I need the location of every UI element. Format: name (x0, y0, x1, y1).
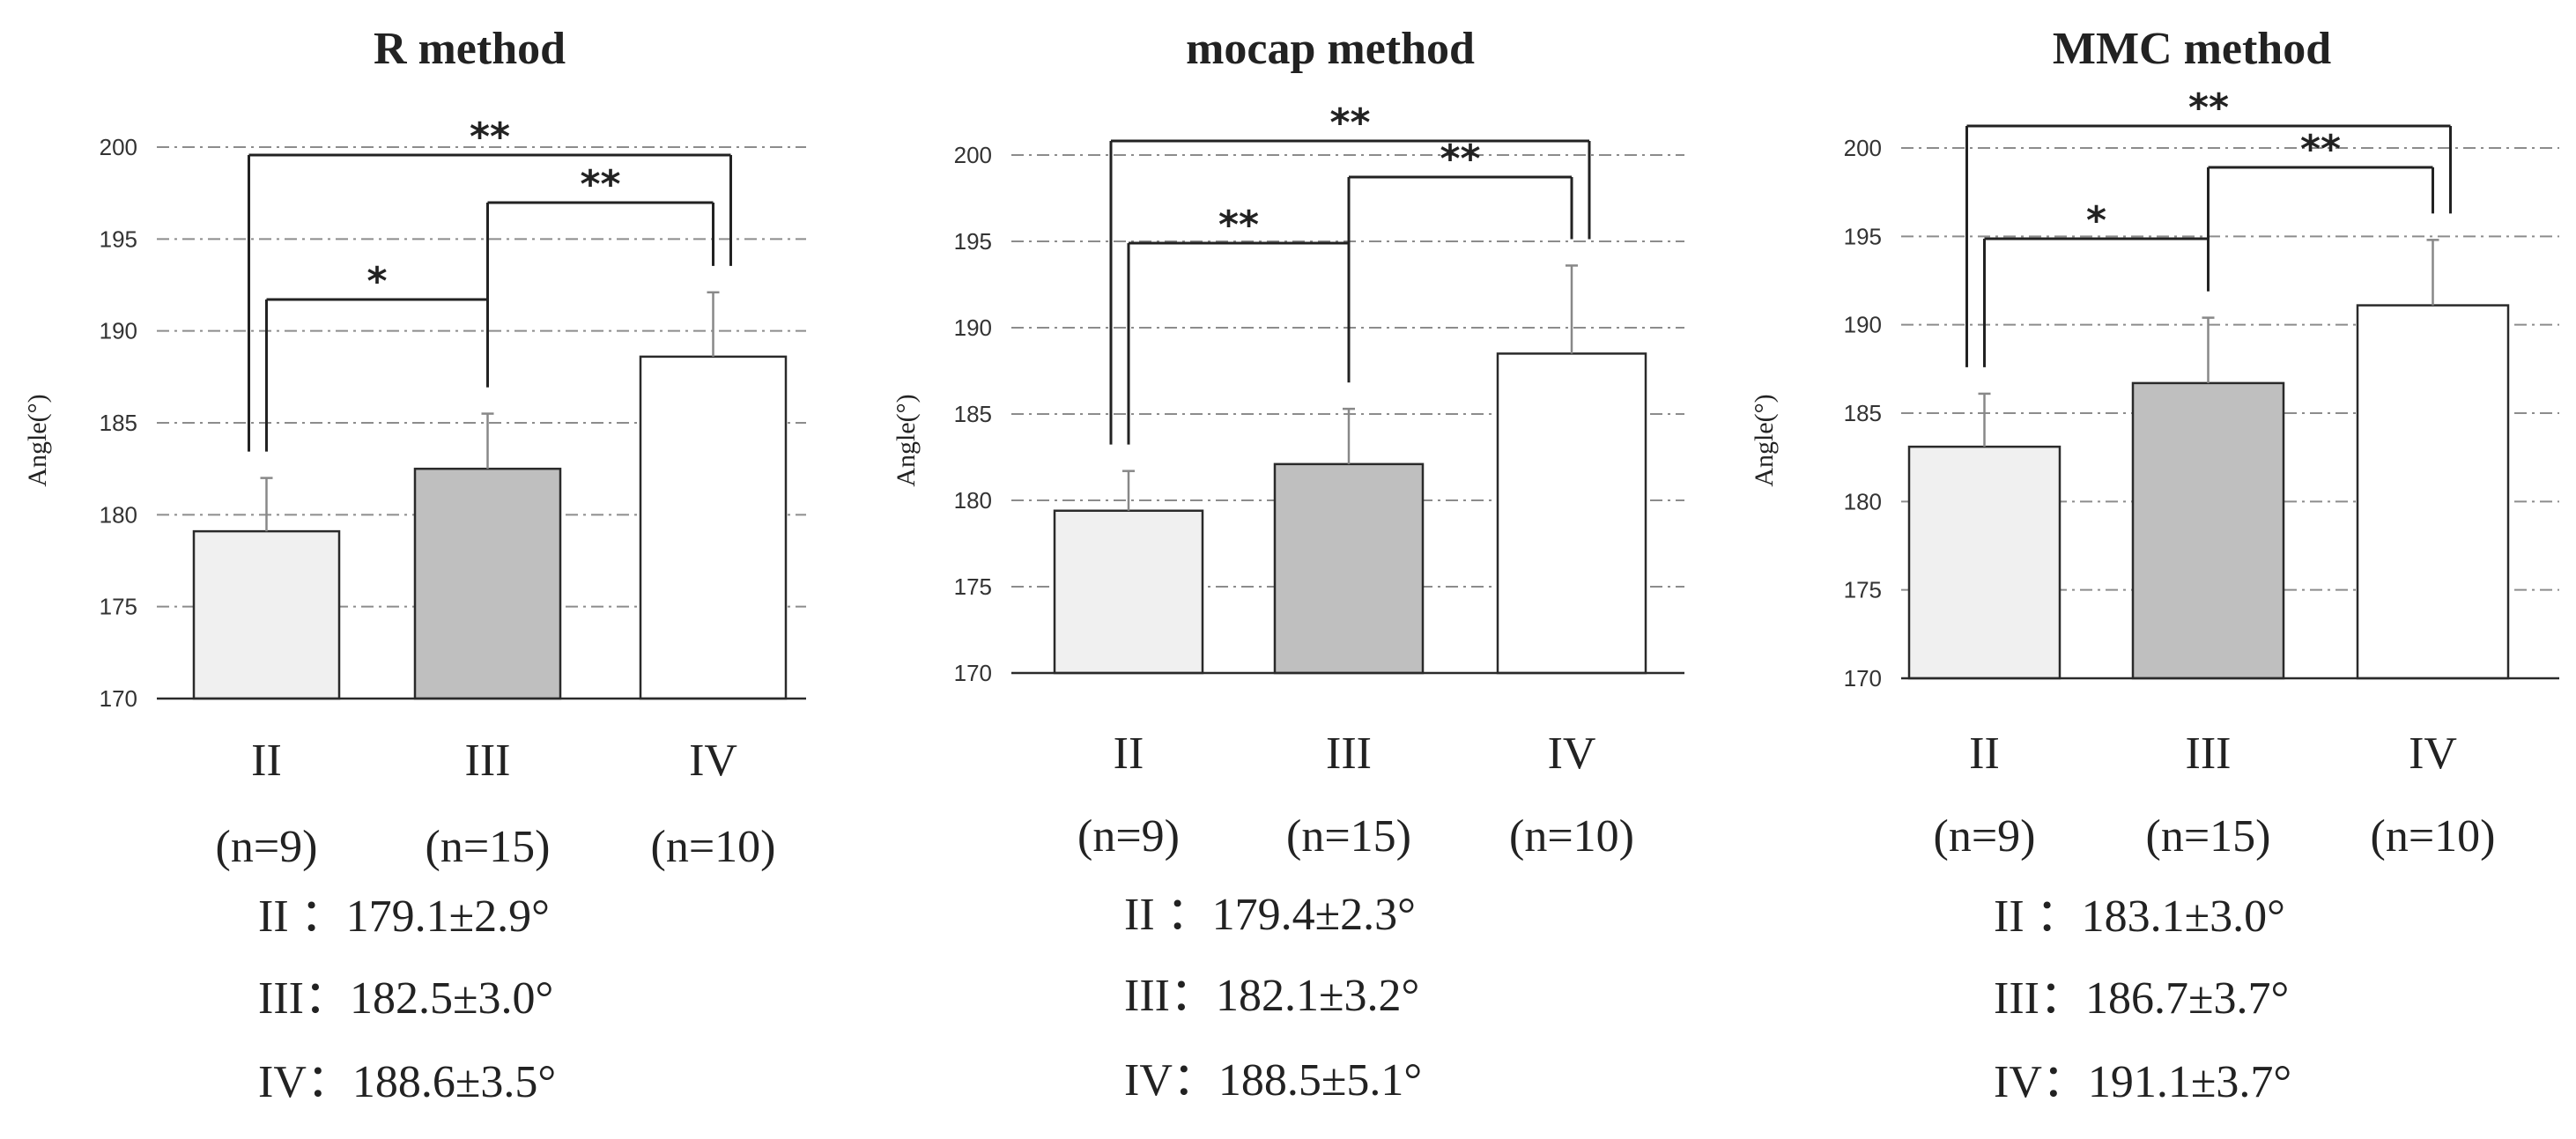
n-label: (n=15) (1286, 811, 1411, 862)
y-tick-label: 200 (100, 134, 137, 160)
bar (2131, 381, 2285, 680)
category-label: II (251, 736, 282, 786)
summary-stat: IV：188.5±5.1° (1124, 1055, 1422, 1106)
bar (413, 467, 562, 700)
chart-panel: MMC method Angle(°) 170 175 180 185 190 195 200 I… (1750, 24, 2559, 1107)
significance-marker: ** (1440, 137, 1480, 181)
y-tick-label: 175 (1844, 577, 1882, 603)
bar (1907, 445, 2062, 680)
n-label: (n=10) (651, 822, 776, 872)
summary-stat: II ：179.4±2.3° (1124, 890, 1416, 940)
n-label: (n=15) (426, 822, 551, 872)
summary-stat: III：182.5±3.0° (258, 973, 553, 1024)
y-tick-label: 190 (1844, 312, 1882, 338)
chart-panel: R method Angle(°) 170 175 180 185 190 195 200 II (… (23, 24, 806, 1107)
y-tick-label: 180 (1844, 488, 1882, 514)
y-tick-label: 195 (1844, 223, 1882, 249)
y-axis-label: Angle(°) (23, 394, 52, 486)
bar (1273, 462, 1425, 675)
n-label: (n=9) (216, 822, 318, 872)
summary-stat: II ：183.1±3.0° (1994, 891, 2285, 942)
y-tick-label: 185 (100, 410, 137, 436)
summary-stat: III：186.7±3.7° (1994, 973, 2289, 1024)
y-tick-label: 200 (1844, 135, 1882, 161)
y-tick-label: 195 (100, 226, 137, 252)
y-tick-label: 180 (954, 487, 992, 514)
y-tick-label: 185 (1844, 400, 1882, 426)
n-label: (n=10) (1509, 811, 1634, 862)
y-tick-label: 170 (954, 660, 992, 686)
summary-stat: IV：191.1±3.7° (1994, 1057, 2291, 1107)
bar (1053, 509, 1204, 675)
y-tick-label: 180 (100, 501, 137, 528)
category-label: III (1326, 729, 1372, 779)
y-tick-label: 200 (954, 142, 992, 168)
category-label: IV (1548, 729, 1596, 779)
y-axis-label: Angle(°) (1750, 394, 1779, 486)
category-label: III (2186, 729, 2232, 779)
chart-title: mocap method (1186, 24, 1475, 74)
y-tick-label: 195 (954, 228, 992, 255)
summary-stat: IV：188.6±3.5° (258, 1057, 556, 1107)
n-label: (n=9) (1077, 811, 1180, 862)
category-label: II (1969, 729, 2000, 779)
bar (1496, 352, 1647, 675)
significance-marker: ** (1218, 203, 1259, 248)
y-tick-label: 170 (1844, 665, 1882, 692)
summary-stat: III：182.1±3.2° (1124, 971, 1419, 1021)
category-label: II (1114, 729, 1144, 779)
significance-marker: * (2086, 198, 2106, 243)
y-tick-label: 170 (100, 685, 137, 712)
significance-marker: ** (470, 115, 510, 159)
n-label: (n=10) (2371, 811, 2496, 862)
chart-title: MMC method (2053, 24, 2331, 74)
n-label: (n=15) (2146, 811, 2271, 862)
chart-title: R method (374, 24, 566, 74)
chart-panel: mocap method Angle(°) 170 175 180 185 190 195 20… (892, 24, 1684, 1106)
n-label: (n=9) (1934, 811, 2036, 862)
y-tick-label: 190 (954, 314, 992, 341)
y-tick-label: 190 (100, 318, 137, 344)
y-axis-label: Angle(°) (892, 394, 921, 486)
summary-stat: II ：179.1±2.9° (258, 891, 550, 942)
bar (639, 355, 788, 700)
category-label: IV (689, 736, 737, 786)
category-label: III (465, 736, 511, 786)
significance-marker: * (366, 259, 387, 304)
y-tick-label: 175 (954, 573, 992, 600)
significance-marker: ** (2188, 85, 2229, 130)
significance-marker: ** (580, 162, 620, 207)
bar (2356, 304, 2510, 680)
significance-marker: ** (2300, 127, 2341, 172)
y-tick-label: 185 (954, 401, 992, 427)
y-tick-label: 175 (100, 594, 137, 620)
bar (192, 529, 341, 700)
category-label: IV (2409, 729, 2457, 779)
significance-marker: ** (1329, 100, 1370, 145)
